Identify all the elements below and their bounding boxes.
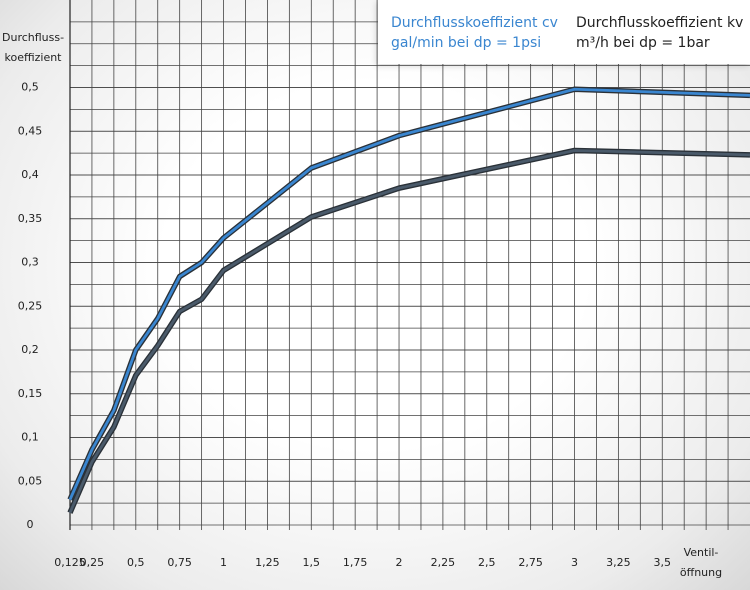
- y-axis-label: Durchfluss- koeffizient: [2, 31, 65, 64]
- x-tick-label: 0,75: [167, 556, 192, 569]
- x-tick-label: 2: [396, 556, 403, 569]
- x-tick-label: 1,75: [343, 556, 368, 569]
- line: [68, 149, 750, 514]
- y-tick-label: 0,15: [18, 387, 43, 400]
- y-tick-label: 0,1: [21, 431, 39, 444]
- y-tick-label: 0,5: [21, 81, 39, 94]
- x-tick-label: 2,5: [478, 556, 496, 569]
- x-tick-label: 3: [571, 556, 578, 569]
- y-tick-label: 0,05: [18, 474, 43, 487]
- x-tick-label: 0,125: [54, 556, 86, 569]
- x-tick-label: 1,25: [255, 556, 280, 569]
- y-tick-label: 0,3: [21, 256, 39, 269]
- x-tick-label: 0,25: [80, 556, 105, 569]
- x-tick-label: 2,25: [431, 556, 456, 569]
- y-tick-label: 0,25: [18, 299, 43, 312]
- y-tick-label: 0: [27, 518, 34, 531]
- y-tick-label: 0,35: [18, 212, 43, 225]
- line-outline: [67, 147, 750, 514]
- x-tick-label: 3,25: [606, 556, 631, 569]
- x-tick-label: 1: [220, 556, 227, 569]
- x-tick-label: 1,5: [303, 556, 321, 569]
- x-tick-label: 0,5: [127, 556, 145, 569]
- line: [68, 87, 750, 501]
- legend: Durchflusskoeffizient cv gal/min bei dp …: [378, 0, 750, 64]
- y-tick-label: 0,2: [21, 343, 39, 356]
- x-tick-label: 3,5: [654, 556, 672, 569]
- x-tick-label: 2,75: [518, 556, 543, 569]
- legend-entry: Durchflusskoeffizient kv m³/h bei dp = 1…: [576, 15, 744, 51]
- legend-entry: Durchflusskoeffizient cv gal/min bei dp …: [391, 15, 558, 51]
- y-tick-label: 0,4: [21, 168, 39, 181]
- x-axis-label: Ventil- öffnung: [679, 546, 723, 579]
- y-tick-label: 0,45: [18, 124, 43, 137]
